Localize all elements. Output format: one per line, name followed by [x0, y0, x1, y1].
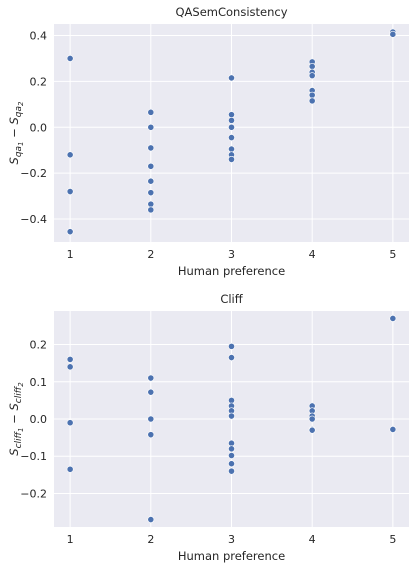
- data-point: [147, 516, 155, 523]
- data-point: [228, 342, 235, 350]
- data-point: [308, 63, 316, 70]
- data-point: [228, 74, 235, 82]
- data-point: [66, 419, 74, 427]
- data-point: [147, 374, 155, 382]
- data-point: [308, 72, 316, 80]
- chart-panel-2: Cliff 1 2 3 4 5 −0.2 −0.1 0.0 0.1 0.2 Human prefere…: [7, 292, 409, 563]
- y-tick-label: 0.0: [30, 413, 48, 426]
- y-tick-label: −0.4: [20, 213, 47, 226]
- y-tick-label: 0.2: [30, 339, 48, 352]
- y-tick-label: −0.2: [20, 167, 47, 180]
- data-point: [228, 452, 235, 459]
- data-point: [228, 111, 235, 119]
- data-point: [228, 439, 235, 447]
- data-point: [228, 123, 235, 131]
- x-tick-label: 4: [309, 248, 316, 261]
- y-tick-label: 0.4: [30, 29, 48, 42]
- data-point: [66, 151, 74, 159]
- data-point: [147, 177, 155, 185]
- data-point: [228, 134, 235, 141]
- x-tick-label: 3: [228, 248, 235, 261]
- data-point: [147, 162, 155, 170]
- data-point: [147, 206, 155, 214]
- y-axis-label: Sqa1 − Sqa2: [7, 101, 25, 165]
- data-point: [228, 445, 235, 453]
- data-point: [228, 412, 235, 420]
- data-point: [66, 363, 74, 371]
- data-point: [66, 228, 74, 236]
- data-point: [228, 145, 235, 153]
- data-point: [228, 354, 235, 361]
- data-point: [308, 97, 316, 105]
- data-point: [147, 123, 155, 131]
- y-tick-label: −0.1: [20, 450, 47, 463]
- data-point: [228, 155, 235, 163]
- x-tick-label: 5: [389, 533, 396, 546]
- data-point: [147, 200, 155, 208]
- data-point: [66, 188, 74, 195]
- chart-title: Cliff: [220, 292, 243, 306]
- x-tick-label: 1: [67, 248, 74, 261]
- data-point: [147, 388, 155, 396]
- y-tick-label: 0.0: [30, 121, 48, 134]
- data-point: [228, 460, 235, 468]
- data-point: [308, 426, 316, 434]
- data-point: [228, 467, 235, 475]
- data-point: [66, 465, 74, 473]
- x-tick-label: 5: [389, 248, 396, 261]
- x-tick-label: 4: [309, 533, 316, 546]
- x-axis-label: Human preference: [178, 549, 285, 563]
- chart-panel-1: QASemConsistency 1 2 3 4 5 −0.4 −0.2 0.0 0.2 0.4 Hu…: [7, 5, 409, 278]
- data-point: [147, 415, 155, 423]
- data-point: [147, 144, 155, 152]
- y-tick-label: −0.2: [20, 487, 47, 500]
- data-point: [147, 431, 155, 439]
- x-tick-label: 2: [147, 248, 154, 261]
- x-tick-label: 2: [147, 533, 154, 546]
- y-tick-label: 0.2: [30, 75, 48, 88]
- data-point: [308, 91, 316, 99]
- data-point: [228, 116, 235, 124]
- x-axis-label: Human preference: [178, 264, 285, 278]
- y-axis-label: Scliff1 − Scliff2: [7, 382, 25, 456]
- chart-title: QASemConsistency: [175, 5, 287, 19]
- x-tick-label: 3: [228, 533, 235, 546]
- data-point: [66, 356, 74, 363]
- data-point: [308, 415, 316, 423]
- data-point: [389, 30, 397, 38]
- x-tick-label: 1: [67, 533, 74, 546]
- data-point: [389, 315, 397, 322]
- data-point: [147, 108, 155, 116]
- data-point: [147, 189, 155, 197]
- data-point: [228, 396, 235, 404]
- data-point: [66, 55, 74, 62]
- y-tick-label: 0.1: [30, 376, 48, 389]
- data-point: [389, 426, 397, 433]
